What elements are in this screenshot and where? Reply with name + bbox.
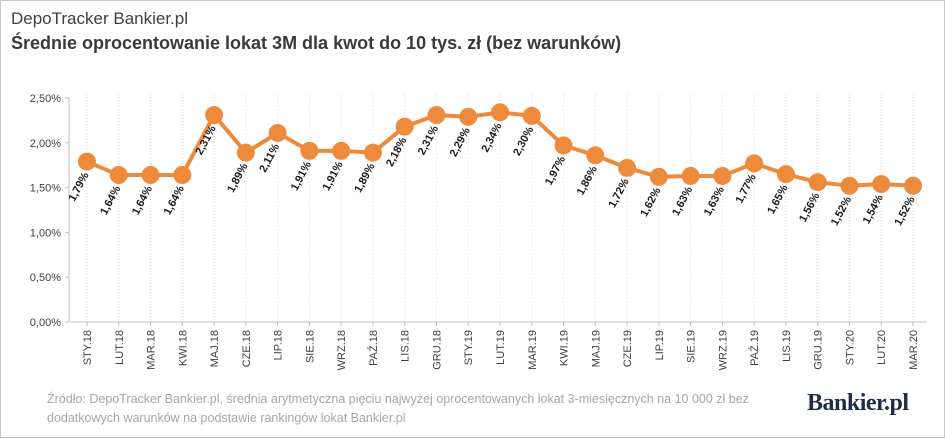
y-tick-label: 2,00%	[30, 138, 61, 150]
y-tick-label: 1,00%	[30, 227, 61, 239]
chart-title: Średnie oprocentowanie lokat 3M dla kwot…	[11, 33, 622, 53]
data-point	[173, 166, 192, 185]
x-tick-label: MAJ.18	[209, 330, 221, 367]
data-point	[427, 106, 446, 125]
axes	[65, 97, 927, 326]
data-label: 1,54%	[861, 193, 886, 226]
y-tick-label: 1,50%	[30, 183, 61, 195]
data-label: 1,62%	[638, 185, 663, 218]
x-tick-label: CZE.19	[622, 330, 634, 367]
x-tick-label: LIP.18	[273, 330, 285, 360]
x-tick-label: LIP.19	[654, 330, 666, 360]
data-point	[205, 106, 224, 125]
x-tick-labels: STY.18 LUT.18 MAR.18 KWI.18 MAJ.18 CZE.18 LIP.…	[82, 330, 920, 370]
data-label: 2,31%	[193, 124, 218, 157]
data-point	[904, 176, 922, 195]
source-note: Źródło: DepoTracker Bankier.pl, średnia …	[47, 392, 749, 425]
header-kicker: DepoTracker Bankier.pl	[11, 9, 189, 28]
data-point	[78, 152, 96, 171]
data-point	[395, 117, 414, 136]
data-point	[300, 141, 319, 160]
data-point	[745, 154, 764, 173]
x-tick-label: MAR.19	[527, 330, 539, 370]
data-point	[491, 103, 509, 122]
data-label: 2,11%	[257, 142, 282, 175]
x-tick-label: WRZ.18	[336, 330, 348, 370]
data-label: 1,86%	[575, 164, 600, 197]
bankier-logo: Bankier.pl	[807, 390, 909, 416]
data-point	[332, 141, 351, 160]
x-tick-label: STY.18	[82, 330, 94, 365]
data-label: 1,63%	[670, 185, 695, 218]
data-point	[618, 158, 637, 177]
data-label: 1,77%	[734, 172, 759, 205]
x-tick-label: WRZ.19	[717, 330, 729, 370]
data-label: 1,64%	[162, 184, 187, 217]
x-tick-label: STY.20	[844, 330, 856, 365]
data-point	[459, 107, 478, 126]
data-label: 1,97%	[543, 154, 568, 187]
x-tick-label: GRU.19	[813, 330, 825, 370]
y-tick-label: 0,50%	[30, 272, 61, 284]
x-tick-label: MAJ.19	[590, 330, 602, 367]
data-label: 2,34%	[479, 121, 504, 154]
data-label: 1,64%	[130, 184, 155, 217]
x-tick-label: SIE.18	[304, 330, 316, 363]
data-point	[586, 146, 605, 165]
data-label: 2,31%	[416, 124, 441, 157]
data-label: 1,52%	[892, 194, 917, 227]
data-label: 1,56%	[797, 191, 822, 224]
data-point	[713, 166, 732, 185]
data-point	[840, 176, 859, 195]
data-point	[141, 166, 160, 185]
data-point	[554, 136, 573, 155]
data-label: 2,30%	[511, 125, 536, 158]
data-point	[268, 123, 287, 142]
data-point	[109, 166, 128, 185]
data-label: 1,63%	[702, 185, 727, 218]
x-tick-label: MAR.20	[908, 330, 920, 370]
data-label: 1,79%	[66, 170, 91, 203]
data-label: 1,91%	[289, 159, 314, 192]
data-point	[776, 165, 795, 184]
x-tick-label: MAR.18	[146, 330, 158, 370]
x-tick-label: LUT.18	[114, 330, 126, 365]
data-label: 1,65%	[765, 183, 790, 216]
data-label: 1,52%	[829, 194, 854, 227]
x-tick-label: PAŹ.18	[367, 330, 380, 366]
data-point	[363, 143, 382, 162]
x-tick-label: LIS.18	[400, 330, 412, 362]
y-tick-label: 2,50%	[30, 93, 61, 105]
data-point	[522, 106, 541, 125]
y-tick-labels: 0,00% 0,50% 1,00% 1,50% 2,00% 2,50%	[30, 93, 61, 329]
x-tick-label: GRU.18	[431, 330, 443, 370]
data-point	[808, 173, 827, 192]
x-tick-label: CZE.18	[241, 330, 253, 367]
data-point	[649, 167, 668, 186]
x-tick-label: LIS.19	[781, 330, 793, 362]
x-tick-label: SIE.19	[686, 330, 698, 363]
data-point	[681, 166, 700, 185]
x-tick-label: LUT.20	[876, 330, 888, 365]
x-tick-label: STY.19	[463, 330, 475, 365]
grid-lines	[86, 94, 914, 322]
data-label: 1,64%	[98, 184, 123, 217]
x-tick-label: KWI.18	[177, 330, 189, 366]
data-label: 1,72%	[606, 176, 631, 209]
data-label: 1,89%	[352, 161, 377, 194]
x-tick-label: LUT.19	[495, 330, 507, 365]
data-point	[236, 143, 255, 162]
data-point	[872, 175, 891, 194]
y-tick-label: 0,00%	[30, 317, 61, 329]
x-tick-label: PAŹ.19	[748, 330, 761, 366]
data-label: 1,89%	[225, 161, 250, 194]
data-points	[78, 103, 922, 195]
x-tick-label: KWI.19	[559, 330, 571, 366]
data-label: 2,29%	[448, 125, 473, 158]
data-label: 1,91%	[321, 159, 346, 192]
